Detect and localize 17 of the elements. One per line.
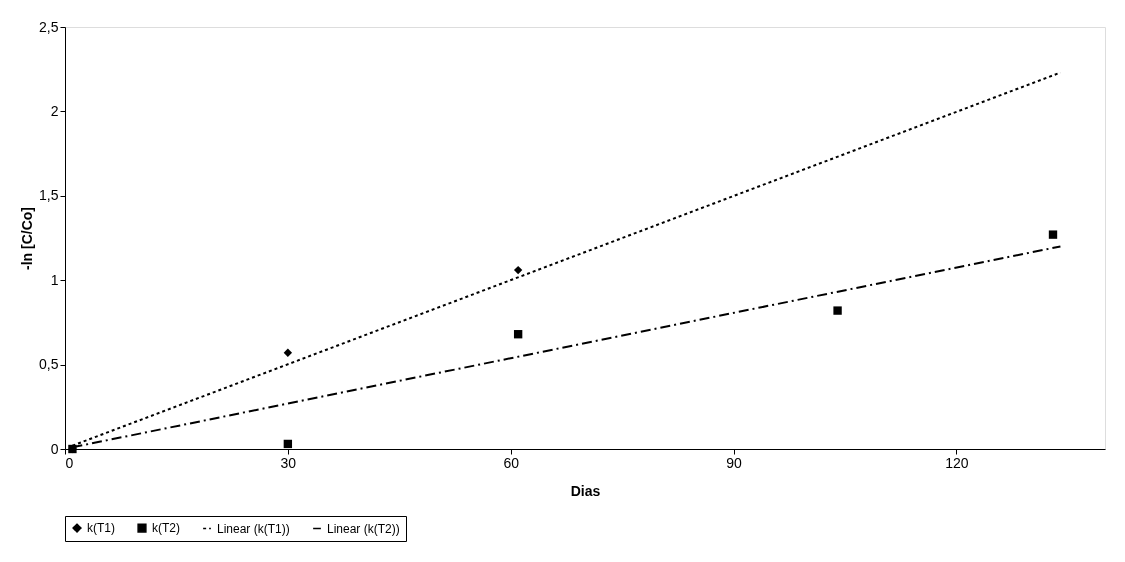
legend-label: Linear (k(T2)) — [327, 521, 400, 536]
y-axis-title: -ln [C/Co] — [19, 207, 36, 270]
legend-label: k(T1) — [87, 521, 115, 536]
x-tick-label: 60 — [503, 454, 520, 471]
x-axis-title: Dias — [570, 482, 601, 499]
y-tick-label: 0 — [50, 440, 59, 457]
x-tick-label: 30 — [280, 454, 297, 471]
legend-label: k(T2) — [152, 521, 180, 536]
y-tick-label: 0,5 — [39, 356, 59, 373]
x-tick-label: 90 — [726, 454, 743, 471]
y-tick-label: 2,5 — [39, 18, 59, 35]
legend-label: Linear (k(T1)) — [217, 521, 290, 536]
y-tick-label: 1,5 — [39, 187, 59, 204]
x-tick-label: 120 — [945, 454, 969, 471]
x-tick-label: 0 — [65, 454, 74, 471]
y-tick-label: 2 — [50, 102, 59, 119]
y-tick-label: 1 — [50, 271, 59, 288]
